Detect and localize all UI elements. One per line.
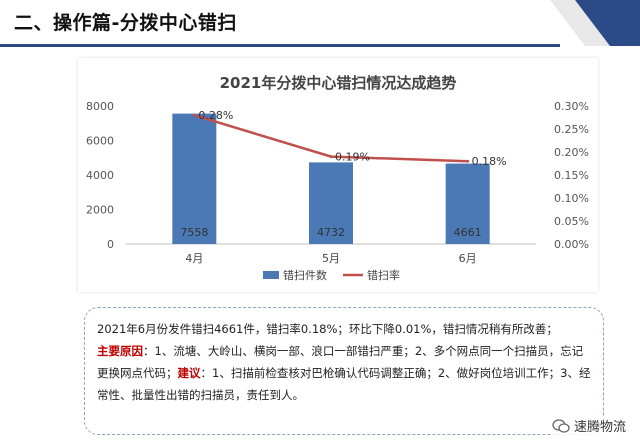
- title-bar: 二、操作篇-分拨中心错扫: [0, 0, 640, 47]
- summary-box: 2021年6月份发件错扫4661件，错扫率0.18%；环比下降0.01%，错扫情…: [84, 307, 604, 435]
- wechat-icon: [552, 418, 570, 433]
- x-tick-label: 4月: [185, 252, 203, 265]
- watermark: 速腾物流: [551, 416, 626, 435]
- heading-accent-rule: [0, 44, 560, 47]
- right-axis-tick-label: 0.05%: [554, 215, 589, 228]
- left-axis-tick-label: 6000: [86, 135, 114, 148]
- rate-point: [329, 155, 333, 159]
- bar: [172, 113, 217, 244]
- legend-bar-swatch: [263, 271, 279, 279]
- page-heading: 二、操作篇-分拨中心错扫: [14, 12, 237, 34]
- cause-text: ：1、流塘、大岭山、横岗一部、浪口一部错扫严重；2、多个网点同一个扫描员，忘记更…: [97, 344, 584, 380]
- corner-decoration: [550, 0, 640, 46]
- right-axis-tick-label: 0.00%: [554, 238, 589, 251]
- rate-data-label: 0.18%: [472, 155, 507, 168]
- trend-chart: 2021年分拨中心错扫情况达成趋势 0 2000 4000 6000 8000 0.00% 0…: [86, 74, 589, 282]
- bar: [309, 162, 353, 244]
- left-axis-tick-label: 0: [107, 238, 114, 251]
- chart-card: 2021年分拨中心错扫情况达成趋势 0 2000 4000 6000 8000 0.00% 0…: [78, 58, 598, 292]
- chart-title: 2021年分拨中心错扫情况达成趋势: [220, 74, 457, 92]
- cause-label: 主要原因: [97, 344, 143, 358]
- bar-data-label: 4732: [317, 226, 345, 239]
- rate-data-label: 0.19%: [335, 151, 370, 164]
- bar-data-label: 7558: [180, 226, 208, 239]
- legend-bar-label: 错扫件数: [283, 268, 327, 282]
- rate-point: [466, 159, 470, 163]
- right-axis-tick-label: 0.15%: [554, 169, 589, 182]
- right-axis-tick-label: 0.30%: [554, 100, 589, 113]
- right-axis-tick-label: 0.25%: [554, 123, 589, 136]
- watermark-text: 速腾物流: [573, 420, 626, 435]
- left-axis-tick-label: 4000: [86, 169, 114, 182]
- x-tick-label: 5月: [322, 252, 340, 265]
- advice-text: ：1、扫描前检查核对巴枪确认代码调整正确；2、做好岗位培训工作；3、经常性、批量…: [97, 366, 591, 402]
- rate-data-label: 0.28%: [198, 109, 233, 122]
- advice-label: 建议: [177, 366, 201, 380]
- bar: [445, 163, 490, 244]
- right-axis-tick-label: 0.20%: [554, 146, 589, 159]
- left-axis-tick-label: 8000: [86, 100, 114, 113]
- summary-line: 2021年6月份发件错扫4661件，错扫率0.18%；环比下降0.01%，错扫情…: [97, 322, 558, 336]
- legend-line-label: 错扫率: [367, 268, 400, 282]
- x-tick-label: 6月: [459, 252, 477, 265]
- rate-line: [193, 114, 468, 163]
- right-axis-tick-label: 0.10%: [554, 192, 589, 205]
- rate-point: [192, 113, 196, 117]
- left-axis-tick-label: 2000: [86, 204, 114, 217]
- bar-data-label: 4661: [454, 226, 482, 239]
